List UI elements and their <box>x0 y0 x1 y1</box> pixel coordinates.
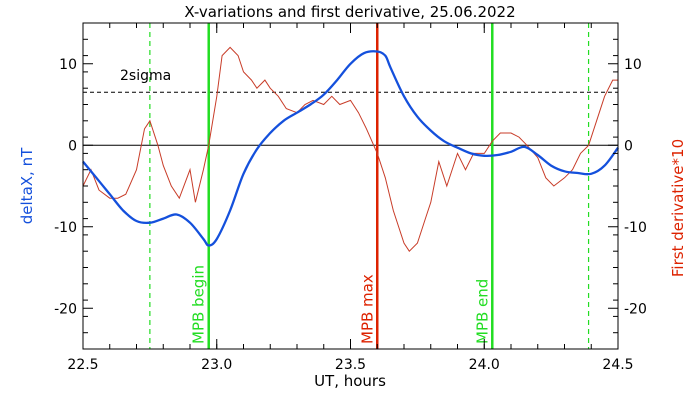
y-tick-label-right: -10 <box>624 220 647 236</box>
vertical-marker-label-2: MPB begin <box>190 265 208 344</box>
y-tick-label-left: 0 <box>68 138 77 154</box>
x-tick-label: 24.5 <box>602 357 633 373</box>
y-axis-right: 10 0 -10 -20 <box>608 22 647 350</box>
series-deltax-line <box>82 50 619 247</box>
y-tick-label-left: 10 <box>59 57 77 73</box>
y-tick-label-right: 0 <box>624 138 633 154</box>
x-axis: 22.5 23.0 23.5 24.0 24.5 <box>67 23 634 373</box>
y-tick-label-right: 10 <box>624 57 642 73</box>
vertical-marker-label-3: MPB max <box>358 274 376 344</box>
y-tick-label-right: -20 <box>624 301 647 317</box>
x-tick-label: 23.0 <box>201 357 232 373</box>
y-tick-label-left: -10 <box>54 220 77 236</box>
chart-title: X-variations and first derivative, 25.06… <box>184 3 515 21</box>
series-derivative-line <box>82 46 618 252</box>
vertical-marker-label-4: MPB end <box>473 279 491 344</box>
x-axis-title: UT, hours <box>314 372 386 390</box>
y-axis-left: 10 0 -10 -20 <box>54 22 93 350</box>
x-tick-label: 23.5 <box>335 357 366 373</box>
y-axis-left-title: deltaX, nT <box>18 147 36 224</box>
plot-area: MPB begin MPB max MPB end <box>82 23 619 349</box>
x-tick-label: 22.5 <box>67 357 98 373</box>
y-tick-label-left: -20 <box>54 301 77 317</box>
y-axis-right-title: First derivative*10 <box>669 139 687 277</box>
threshold-label: 2sigma <box>120 68 171 84</box>
x-tick-label: 24.0 <box>469 357 500 373</box>
